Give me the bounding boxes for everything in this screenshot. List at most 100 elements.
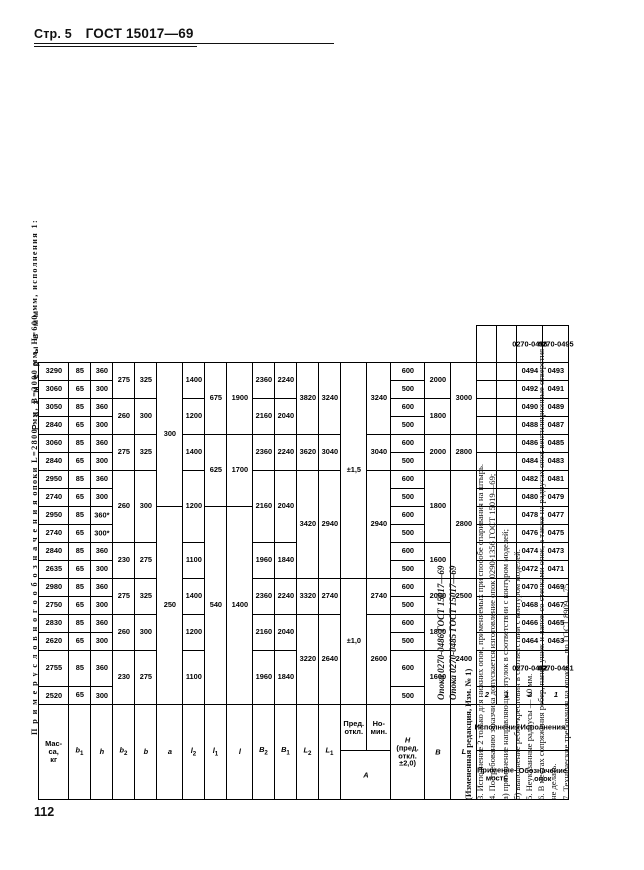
col-B1-header: B1 [274,704,297,800]
col-b-header: b [134,704,157,800]
note-item: 5. Неуказанные радиусы — 10 мм. [524,673,535,800]
col-B1-cell: 2240 [274,434,297,471]
col-b1-cell: 85 [68,506,91,525]
col-b2-cell: 260 [112,470,135,543]
table-row: Мас-са, кг 2520 2755 2620 2830 2750 2980 2635 284… [38,326,69,800]
col-B2-header: B2 [252,704,275,800]
col-L2-cell: 3820 [296,362,319,435]
col-A-nominal-cell: 2940 [366,470,391,579]
note-item: 7. Технические требования на опоки — по … [560,581,571,801]
col-massa-cell: 2950 [38,506,69,525]
col-l1-cell: 540 [204,506,227,705]
col-H-cell: 600 [390,470,425,489]
col-L1-header: L1 [318,704,341,800]
col-L2-header: L2 [296,704,319,800]
col-l2-cell: 1100 [182,542,205,579]
col-B2-cell: 2160 [252,470,275,543]
table-row: L1 2640 2740 2940 3040 3240 [318,326,341,800]
col-b-cell: 325 [134,362,157,399]
note-item: а) применение направляющих втулок в соот… [499,529,510,800]
page-label: Стр. 5 [34,27,72,41]
col-l1-cell: 675 [204,362,227,435]
col-massa-cell: 2635 [38,560,69,579]
col-H-cell: 500 [390,596,425,615]
standard-label: ГОСТ 15017—69 [85,26,194,41]
table-row: B 1600 1800 2000 1600 1800 2000 1800 2000 [424,326,451,800]
col-b-cell: 300 [134,470,157,543]
table-row: b 275 300 325 275 300 325 300 325 [134,326,157,800]
col-massa-cell: 2740 [38,524,69,543]
col-H-cell: 500 [390,632,425,651]
col-b-cell: 300 [134,398,157,435]
col-b1-header: b1 [68,704,91,800]
header-rule [34,43,334,44]
col-B1-cell: 1840 [274,650,297,705]
col-h-cell: 300 [90,686,113,705]
col-h-cell: 360 [90,578,113,597]
col-b1-cell: 65 [68,452,91,471]
col-l2-cell: 1400 [182,362,205,399]
table-row: a 250 300 [156,326,183,800]
col-H-cell: 500 [390,416,425,435]
col-l2-cell: 1400 [182,434,205,471]
col-B2-cell: 1960 [252,542,275,579]
col-h-cell: 300 [90,488,113,507]
col-b1-cell: 65 [68,488,91,507]
col-h-cell: 300 [90,380,113,399]
col-b-cell: 325 [134,578,157,615]
col-massa-cell: 3290 [38,362,69,381]
table-row: L2 3220 3320 3420 3620 3820 [296,326,319,800]
col-B1-cell: 2040 [274,614,297,651]
table-row: H (пред. откл. ±2,0) 500 600 500 600 500 600 500 60… [390,326,425,800]
col-b1-cell: 85 [68,470,91,489]
col-b2-cell: 260 [112,398,135,435]
col-massa-cell: 2840 [38,542,69,561]
col-b1-cell: 85 [68,398,91,417]
col-massa-cell: 2755 [38,650,69,687]
col-b2-cell: 230 [112,542,135,579]
col-H-cell: 600 [390,578,425,597]
col-b-cell: 275 [134,542,157,579]
col-B1-cell: 1840 [274,542,297,579]
col-massa-cell: 2980 [38,578,69,597]
col-b1-cell: 85 [68,578,91,597]
col-h-cell: 300 [90,596,113,615]
table-row: b2 230 260 275 230 260 275 260 275 [112,326,135,800]
notes-block: (Измененная редакция, Изм. № 1) 3. Исполн… [462,40,572,800]
col-L2-cell: 3220 [296,614,319,705]
table-row: l 1400 1700 1900 [226,326,253,800]
note-item: не делать. [548,763,559,800]
col-B1-cell: 2040 [274,398,297,435]
table-row: Но-мин. 2600 2740 2940 3040 3240 [366,326,391,800]
col-massa-header: Мас-са, кг [38,704,69,800]
col-b-cell: 325 [134,434,157,471]
col-H-cell: 600 [390,398,425,417]
col-l2-cell: 1200 [182,398,205,435]
col-h-cell: 300 [90,416,113,435]
col-A-tolerance-header: Пред. откл. [340,704,367,751]
note-item: 6. В местах сопряжения ребер, папф, ушек… [536,348,547,800]
note-item: б) выполнение ребер-крестовин в соответс… [511,549,522,800]
col-A-nominal-cell: 3240 [366,362,391,435]
page-header: Стр. 5 ГОСТ 15017—69 [34,26,610,47]
col-massa-cell: 2840 [38,416,69,435]
col-l2-cell: 1200 [182,470,205,543]
col-b1-cell: 65 [68,686,91,705]
col-b1-cell: 65 [68,560,91,579]
page-number: 112 [34,805,55,819]
col-l2-cell: 1400 [182,578,205,615]
col-h-header: h [90,704,113,800]
col-B-cell: 2000 [424,362,451,399]
col-h-cell: 360* [90,506,113,525]
col-massa-cell: 2950 [38,470,69,489]
col-B2-cell: 2360 [252,434,275,471]
col-H-cell: 500 [390,452,425,471]
col-L1-cell: 2940 [318,470,341,579]
col-H-cell: 600 [390,650,425,687]
col-h-cell: 300 [90,560,113,579]
col-B1-cell: 2240 [274,578,297,615]
col-A-tolerance-cell: ±1,0 [340,578,367,705]
col-l-cell: 1900 [226,362,253,435]
col-H-cell: 600 [390,506,425,525]
col-H-cell: 600 [390,614,425,633]
